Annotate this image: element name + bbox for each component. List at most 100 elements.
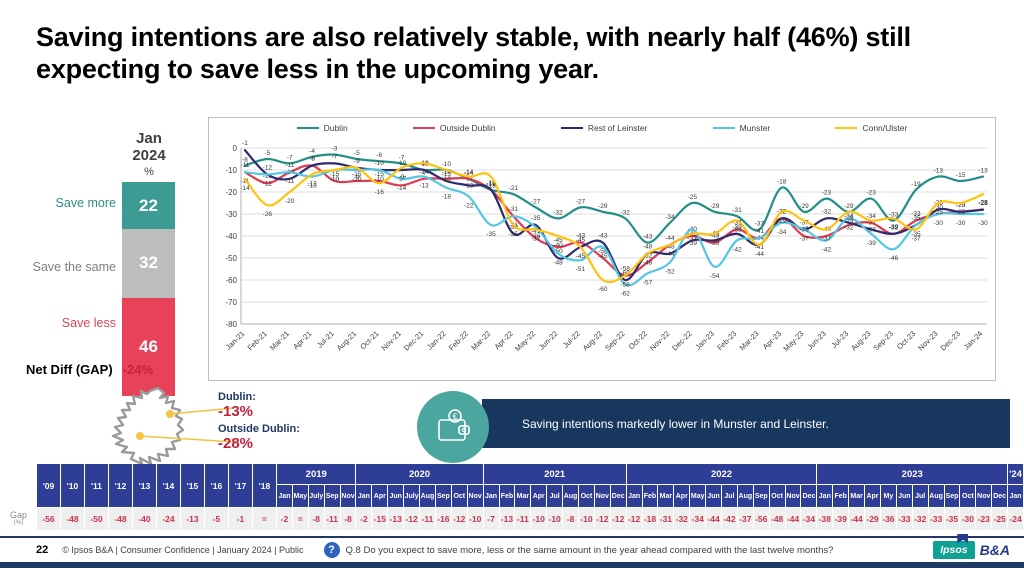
svg-text:-37: -37: [531, 235, 541, 242]
gap-table-value-cell: -25: [992, 508, 1008, 530]
gap-table-value-cell: -33: [928, 508, 944, 530]
svg-text:-50: -50: [553, 248, 563, 255]
svg-text:-37: -37: [688, 235, 698, 242]
svg-text:-20: -20: [285, 198, 295, 205]
svg-text:-1: -1: [242, 140, 248, 147]
save-less-label: Save less: [61, 316, 116, 330]
series-conn-ulster: -14-26-20-12-10 -9-16-9-7-10-13 -13-35-37-…: [240, 162, 988, 293]
svg-text:Dec-21: Dec-21: [402, 329, 425, 352]
gap-table-month-header: Nov: [340, 485, 356, 507]
svg-text:-21: -21: [509, 185, 519, 192]
svg-text:-39: -39: [688, 240, 698, 247]
svg-text:-29: -29: [710, 203, 720, 210]
highlight-banner: Saving intentions markedly lower in Muns…: [482, 399, 1010, 448]
svg-text:-27: -27: [576, 198, 586, 205]
svg-text:-8: -8: [309, 156, 315, 163]
gap-table-month-header: Oct: [451, 485, 467, 507]
gap-table-value-cell: -8: [308, 508, 324, 530]
svg-text:Aug-23: Aug-23: [849, 329, 872, 352]
gap-table-month-header: Sep: [435, 485, 451, 507]
gap-table-value-cell: -10: [531, 508, 547, 530]
gap-table-value-cell: -7: [483, 508, 499, 530]
svg-text:-30: -30: [934, 220, 944, 227]
svg-text:-10: -10: [397, 160, 407, 167]
svg-text:-18: -18: [777, 179, 787, 186]
svg-text:-37: -37: [799, 219, 809, 226]
gap-table-value-cell: -48: [109, 508, 132, 530]
gap-table-value-cell: -16: [435, 508, 451, 530]
gap-table-value-cell: -11: [324, 508, 340, 530]
svg-text:-32: -32: [844, 224, 854, 231]
gap-table-month-header: Mar: [658, 485, 674, 507]
gap-table-value-cell: -12: [610, 508, 626, 530]
gap-table-value-cell: -33: [896, 508, 912, 530]
svg-text:-44: -44: [665, 251, 675, 258]
svg-text:-48: -48: [553, 260, 563, 267]
svg-text:-42: -42: [732, 246, 742, 253]
svg-text:-5: -5: [354, 150, 360, 157]
svg-text:-10: -10: [330, 176, 340, 183]
stacked-bar: 22 32 46: [122, 182, 175, 396]
svg-text:-23: -23: [866, 190, 876, 197]
ireland-outline: [111, 386, 185, 466]
gap-table-month-header: Jun: [388, 485, 404, 507]
svg-text:Sep-23: Sep-23: [871, 329, 894, 352]
net-diff-row: Net Diff (GAP) -24%: [26, 362, 226, 377]
svg-text:-37: -37: [822, 235, 832, 242]
svg-text:-7: -7: [421, 169, 427, 176]
wallet-euro-icon: €: [417, 391, 489, 463]
gap-table-month-header: Sep: [944, 485, 960, 507]
svg-text:-29: -29: [598, 203, 608, 210]
svg-text:-30: -30: [934, 204, 944, 211]
outside-dublin-map-dot: [136, 432, 144, 440]
net-diff-value: -24%: [122, 362, 154, 377]
gap-table-month-header: Jan: [1008, 485, 1023, 507]
svg-text:-10: -10: [442, 161, 452, 168]
gap-table-value-cell: -40: [133, 508, 156, 530]
svg-text:-26: -26: [263, 211, 273, 218]
gap-table-month-header: Jun: [706, 485, 722, 507]
svg-text:-11: -11: [241, 178, 250, 185]
gap-table-value-cell: -29: [865, 508, 880, 530]
svg-text:-32: -32: [553, 209, 563, 216]
ireland-map-icon: [111, 386, 235, 466]
gap-table-month-header: Jan: [817, 485, 833, 507]
svg-text:-14: -14: [464, 170, 474, 177]
svg-text:-30: -30: [978, 220, 988, 227]
svg-text:Dec-22: Dec-22: [670, 329, 693, 352]
gap-table-month-header: Jul: [912, 485, 928, 507]
page-title: Saving intentions are also relatively st…: [36, 22, 911, 84]
survey-question-text: Q.8 Do you expect to save more, less or …: [345, 544, 834, 556]
svg-text:-13: -13: [464, 183, 474, 190]
svg-text:-46: -46: [889, 255, 899, 262]
gap-row-unit-text: (%): [13, 519, 24, 527]
series-dublin: -8-5-7-4 -3-5 -6 -7-10 -10-14-19-21-27-32-27…: [242, 146, 988, 244]
gap-table-value-cell: -12: [404, 508, 420, 530]
svg-text:Feb-21: Feb-21: [246, 329, 269, 352]
gap-table-value-cell: -12: [626, 508, 642, 530]
svg-text:-15: -15: [330, 171, 340, 178]
svg-text:-35: -35: [911, 215, 921, 222]
svg-text:-50: -50: [598, 248, 608, 255]
svg-text:Aug-21: Aug-21: [335, 329, 358, 352]
gap-table-month-header: May: [690, 485, 706, 507]
svg-text:-32: -32: [822, 208, 832, 215]
gap-table-value-cell: -15: [372, 508, 388, 530]
svg-text:-60: -60: [620, 270, 630, 277]
save-same-label: Save the same: [32, 260, 116, 274]
svg-text:-19: -19: [486, 180, 496, 187]
gap-table-month-header: Apr: [531, 485, 547, 507]
svg-text:-21: -21: [978, 200, 988, 207]
outside-dublin-connector-line: [139, 435, 235, 443]
svg-text:Feb-23: Feb-23: [715, 329, 738, 352]
bottom-accent-bar: [0, 562, 1024, 568]
gap-table-value-cell: -8: [340, 508, 356, 530]
svg-text:Nov-21: Nov-21: [379, 329, 402, 352]
gap-table-month-header: July: [404, 485, 420, 507]
gap-table-value-cell: -10: [547, 508, 563, 530]
svg-text:-33: -33: [732, 227, 742, 234]
gap-table-month-header: Aug: [928, 485, 944, 507]
highlight-text: Saving intentions markedly lower in Muns…: [522, 416, 829, 431]
gap-table-value-cell: -48: [61, 508, 84, 530]
legend-item-munster: Munster: [712, 123, 770, 133]
